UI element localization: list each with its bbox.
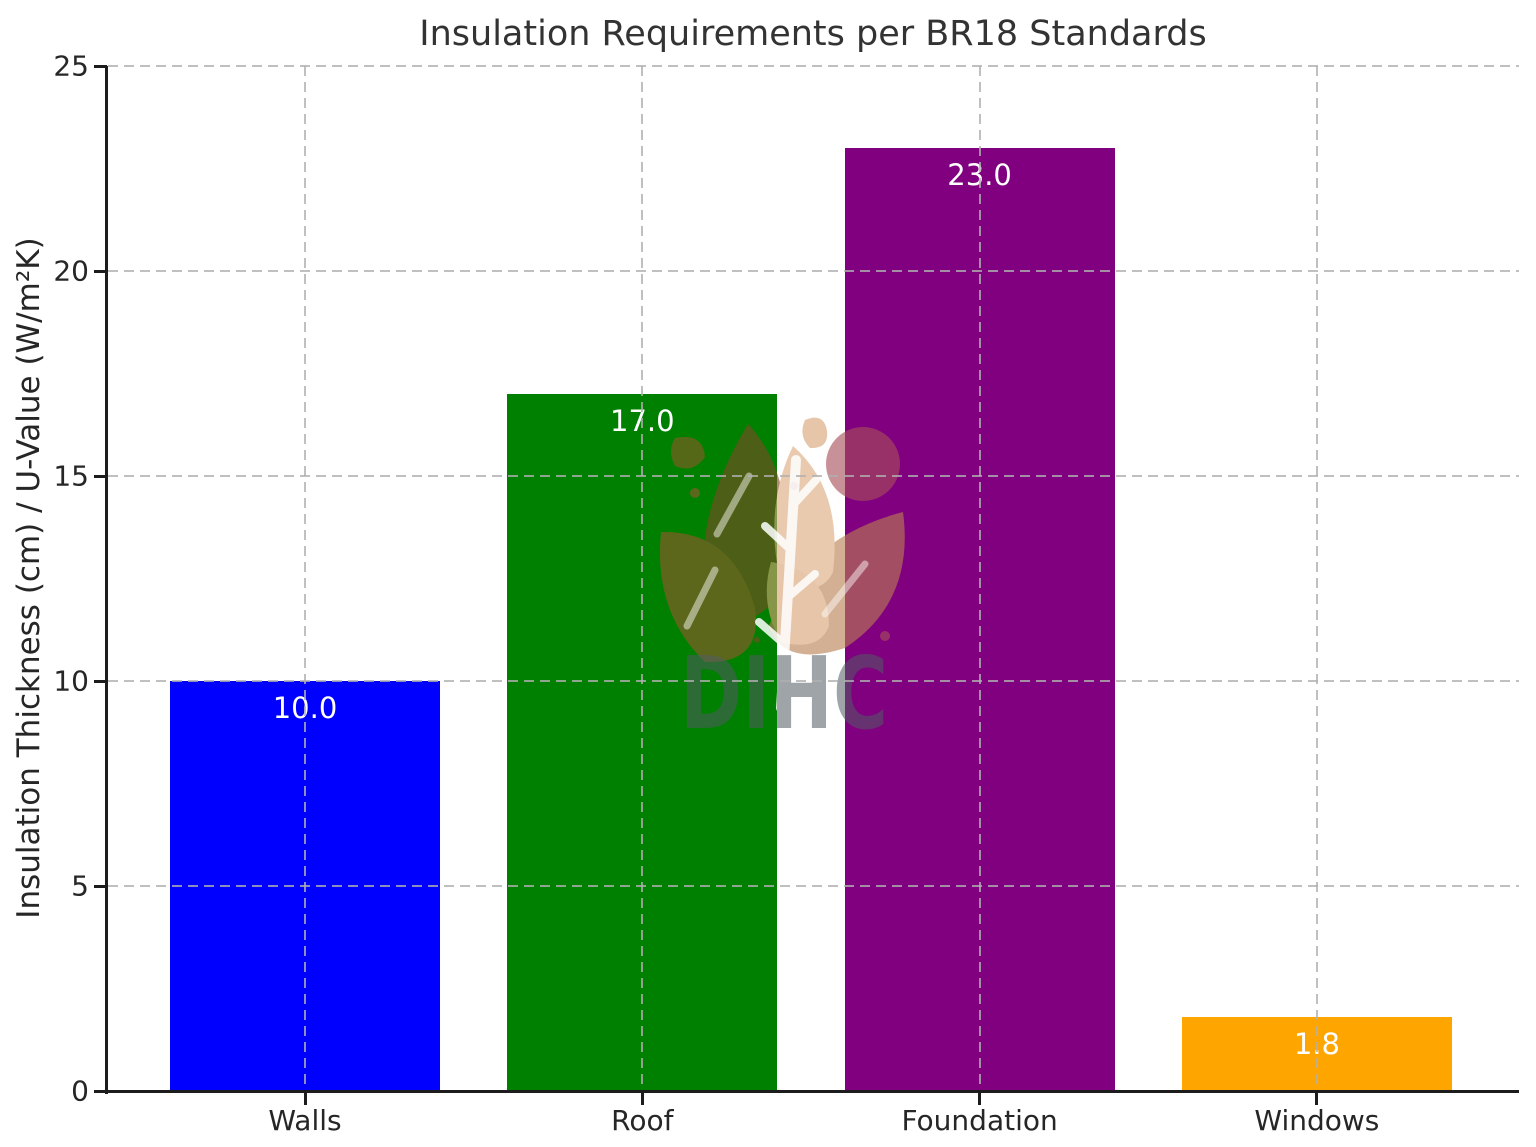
gridline-y-10 bbox=[108, 680, 1519, 682]
y-tick-mark-5 bbox=[94, 884, 107, 888]
y-axis-spine bbox=[105, 66, 108, 1094]
x-tick-label-walls: Walls bbox=[268, 1104, 342, 1137]
x-tick-mark-roof bbox=[640, 1093, 644, 1105]
gridline-y-20 bbox=[108, 270, 1519, 272]
y-tick-mark-25 bbox=[94, 64, 107, 68]
x-tick-mark-walls bbox=[303, 1093, 307, 1105]
gridline-x-foundation bbox=[978, 66, 981, 1091]
gridline-x-walls bbox=[304, 66, 306, 1091]
y-tick-label-0: 0 bbox=[71, 1074, 89, 1108]
y-tick-mark-20 bbox=[94, 269, 107, 273]
x-axis-spine bbox=[105, 1090, 1519, 1093]
y-tick-label-5: 5 bbox=[71, 869, 89, 903]
gridline-y-5 bbox=[108, 885, 1519, 887]
y-tick-mark-15 bbox=[94, 474, 107, 478]
y-tick-label-15: 15 bbox=[53, 459, 89, 493]
x-tick-label-windows: Windows bbox=[1254, 1104, 1380, 1137]
y-tick-mark-0 bbox=[94, 1089, 107, 1093]
x-tick-label-foundation: Foundation bbox=[901, 1104, 1058, 1137]
gridline-y-25 bbox=[108, 65, 1519, 67]
y-tick-mark-10 bbox=[94, 679, 107, 683]
y-tick-label-25: 25 bbox=[53, 49, 89, 83]
x-tick-mark-windows bbox=[1315, 1093, 1319, 1105]
y-axis-label: Insulation Thickness (cm) / U-Value (W/m… bbox=[11, 237, 47, 919]
gridline-x-roof bbox=[641, 66, 644, 1091]
chart-title: Insulation Requirements per BR18 Standar… bbox=[419, 14, 1207, 54]
y-tick-label-20: 20 bbox=[53, 254, 89, 288]
y-tick-label-10: 10 bbox=[53, 664, 89, 698]
x-tick-label-roof: Roof bbox=[611, 1104, 674, 1137]
x-tick-mark-foundation bbox=[978, 1093, 982, 1105]
gridline-x-windows bbox=[1315, 66, 1318, 1091]
